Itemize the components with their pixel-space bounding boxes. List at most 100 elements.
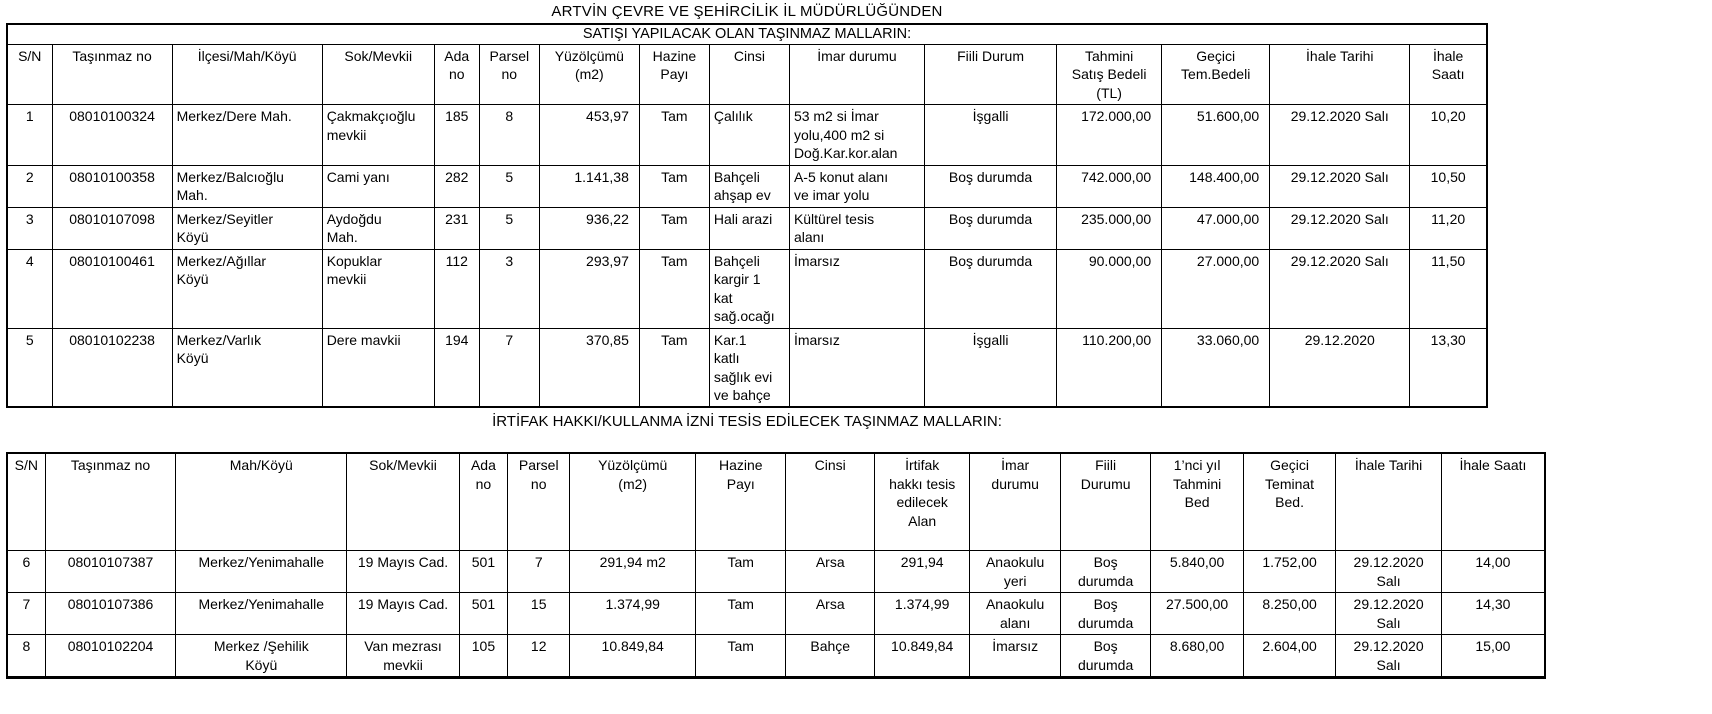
sale-table: SATIŞI YAPILACAK OLAN TAŞINMAZ MALLARIN:… bbox=[6, 23, 1488, 409]
table-cell: Merkez/Varlık Köyü bbox=[171, 327, 323, 408]
table-cell: Tam bbox=[695, 634, 787, 679]
column-header: S/N bbox=[6, 43, 53, 106]
table-cell: 14,00 bbox=[1440, 550, 1546, 594]
column-header: Taşınmaz no bbox=[44, 452, 177, 552]
column-header: İhale Tarihi bbox=[1335, 452, 1442, 552]
sale-table-body: 1 08010100324 Merkez/Dere Mah. Çakmakçıoğlu… bbox=[6, 104, 1488, 408]
column-header: Hazine Payı bbox=[638, 43, 710, 106]
table-cell: 110.200,00 bbox=[1056, 327, 1163, 408]
table-row: 8 08010102204 Merkez /Şehilik Köyü Van mezr… bbox=[6, 634, 1546, 679]
table-cell: 3 bbox=[6, 206, 53, 250]
table-cell: 453,97 bbox=[538, 104, 640, 166]
table-cell: Anaokulu alanı bbox=[969, 592, 1061, 636]
column-header: İhale Saatı bbox=[1440, 452, 1546, 552]
column-header: Yüzölçümü (m2) bbox=[569, 452, 697, 552]
table-cell: 7 bbox=[6, 592, 46, 636]
table-cell: 3 bbox=[478, 248, 540, 329]
table-cell: Tam bbox=[695, 592, 787, 636]
table-cell: Merkez/Balcıoğlu Mah. bbox=[171, 164, 323, 208]
column-header: Sok/Mevkii bbox=[321, 43, 435, 106]
table-cell: 53 m2 si İmar yolu,400 m2 si Doğ.Kar.kor… bbox=[788, 104, 926, 166]
table-cell: 29.12.2020 Salı bbox=[1335, 634, 1442, 679]
table-cell: 15,00 bbox=[1440, 634, 1546, 679]
table-cell: 235.000,00 bbox=[1056, 206, 1163, 250]
table-cell: 6 bbox=[6, 550, 46, 594]
table-cell: 5 bbox=[478, 164, 540, 208]
table-cell: Merkez/Dere Mah. bbox=[171, 104, 323, 166]
table-cell: 19 Mayıs Cad. bbox=[346, 550, 460, 594]
table-cell: 501 bbox=[458, 592, 509, 636]
table-cell: Çakmakçıoğlu mevkii bbox=[321, 104, 435, 166]
table-cell: 08010107387 bbox=[44, 550, 177, 594]
table-cell: 1.374,99 bbox=[873, 592, 971, 636]
table-cell: Boş durumda bbox=[924, 206, 1058, 250]
table-cell: Tam bbox=[638, 206, 710, 250]
section-title-row: SATIŞI YAPILACAK OLAN TAŞINMAZ MALLARIN: bbox=[6, 23, 1488, 45]
table-cell: 105 bbox=[458, 634, 509, 679]
table-cell: 936,22 bbox=[538, 206, 640, 250]
table-cell: Boş durumda bbox=[1059, 550, 1152, 594]
table-cell: A-5 konut alanı ve imar yolu bbox=[788, 164, 926, 208]
column-header: Sok/Mevkii bbox=[346, 452, 460, 552]
header-row: S/N Taşınmaz no Mah/Köyü Sok/Mevkii Ada no Pa… bbox=[6, 452, 1546, 552]
table-row: 2 08010100358 Merkez/Balcıoğlu Mah. Cami ya… bbox=[6, 164, 1488, 208]
sale-table-header: SATIŞI YAPILACAK OLAN TAŞINMAZ MALLARIN:… bbox=[6, 23, 1488, 106]
table-cell: 8.680,00 bbox=[1150, 634, 1244, 679]
table-cell: 7 bbox=[478, 327, 540, 408]
table-cell: Boş durumda bbox=[1059, 592, 1152, 636]
table-cell: 291,94 m2 bbox=[569, 550, 697, 594]
table-cell: Tam bbox=[638, 104, 710, 166]
easement-section-title: İRTİFAK HAKKI/KULLANMA İZNİ TESİS EDİLEC… bbox=[492, 413, 1002, 431]
table-cell: 29.12.2020 Salı bbox=[1269, 206, 1411, 250]
column-header: Ada no bbox=[458, 452, 509, 552]
table-cell: 29.12.2020 Salı bbox=[1335, 550, 1442, 594]
table-cell: 08010107386 bbox=[44, 592, 177, 636]
table-cell: 291,94 bbox=[873, 550, 971, 594]
table-cell: 08010102204 bbox=[44, 634, 177, 679]
table-cell: 1.141,38 bbox=[538, 164, 640, 208]
table-cell: İmarsız bbox=[969, 634, 1061, 679]
table-cell: 29.12.2020 Salı bbox=[1335, 592, 1442, 636]
table-cell: Kar.1 katlı sağlık evi ve bahçe bbox=[708, 327, 790, 408]
column-header: Mah/Köyü bbox=[175, 452, 348, 552]
column-header: Cinsi bbox=[785, 452, 875, 552]
table-cell: 185 bbox=[433, 104, 480, 166]
table-cell: 27.500,00 bbox=[1150, 592, 1244, 636]
column-header: Fiili Durum bbox=[924, 43, 1058, 106]
table-cell: 29.12.2020 Salı bbox=[1269, 248, 1411, 329]
table-cell: 33.060,00 bbox=[1161, 327, 1271, 408]
page-title: ARTVİN ÇEVRE VE ŞEHİRCİLİK İL MÜDÜRLÜĞÜN… bbox=[551, 3, 943, 20]
table-cell: Merkez/Ağıllar Köyü bbox=[171, 248, 323, 329]
table-cell: Çalılık bbox=[708, 104, 790, 166]
table-row: 3 08010107098 Merkez/Seyitler Köyü Aydoğdu … bbox=[6, 206, 1488, 250]
column-header: Taşınmaz no bbox=[51, 43, 173, 106]
column-header: İhale Saatı bbox=[1409, 43, 1488, 106]
table-cell: 13,30 bbox=[1409, 327, 1488, 408]
table-cell: 51.600,00 bbox=[1161, 104, 1271, 166]
table-cell: 501 bbox=[458, 550, 509, 594]
column-header: S/N bbox=[6, 452, 46, 552]
column-header: Fiili Durumu bbox=[1059, 452, 1152, 552]
table-cell: 11,50 bbox=[1409, 248, 1488, 329]
table-cell: 08010102238 bbox=[51, 327, 173, 408]
table-cell: 5.840,00 bbox=[1150, 550, 1244, 594]
column-header: Geçici Tem.Bedeli bbox=[1161, 43, 1271, 106]
column-header: Ada no bbox=[433, 43, 480, 106]
table-cell: İmarsız bbox=[788, 248, 926, 329]
table-cell: Boş durumda bbox=[924, 164, 1058, 208]
column-header: Hazine Payı bbox=[695, 452, 787, 552]
column-header: Tahmini Satış Bedeli (TL) bbox=[1056, 43, 1163, 106]
table-cell: Boş durumda bbox=[1059, 634, 1152, 679]
table-cell: 08010107098 bbox=[51, 206, 173, 250]
header-row: S/N Taşınmaz no İlçesi/Mah/Köyü Sok/Mevkii A… bbox=[6, 43, 1488, 106]
table-cell: 10.849,84 bbox=[569, 634, 697, 679]
table-cell: 5 bbox=[478, 206, 540, 250]
table-cell: Arsa bbox=[785, 550, 875, 594]
table-cell: Tam bbox=[638, 248, 710, 329]
column-header: İmar durumu bbox=[969, 452, 1061, 552]
table-cell: Van mezrası mevkii bbox=[346, 634, 460, 679]
table-cell: 1 bbox=[6, 104, 53, 166]
table-cell: 47.000,00 bbox=[1161, 206, 1271, 250]
table-cell: 12 bbox=[507, 634, 571, 679]
table-cell: 14,30 bbox=[1440, 592, 1546, 636]
